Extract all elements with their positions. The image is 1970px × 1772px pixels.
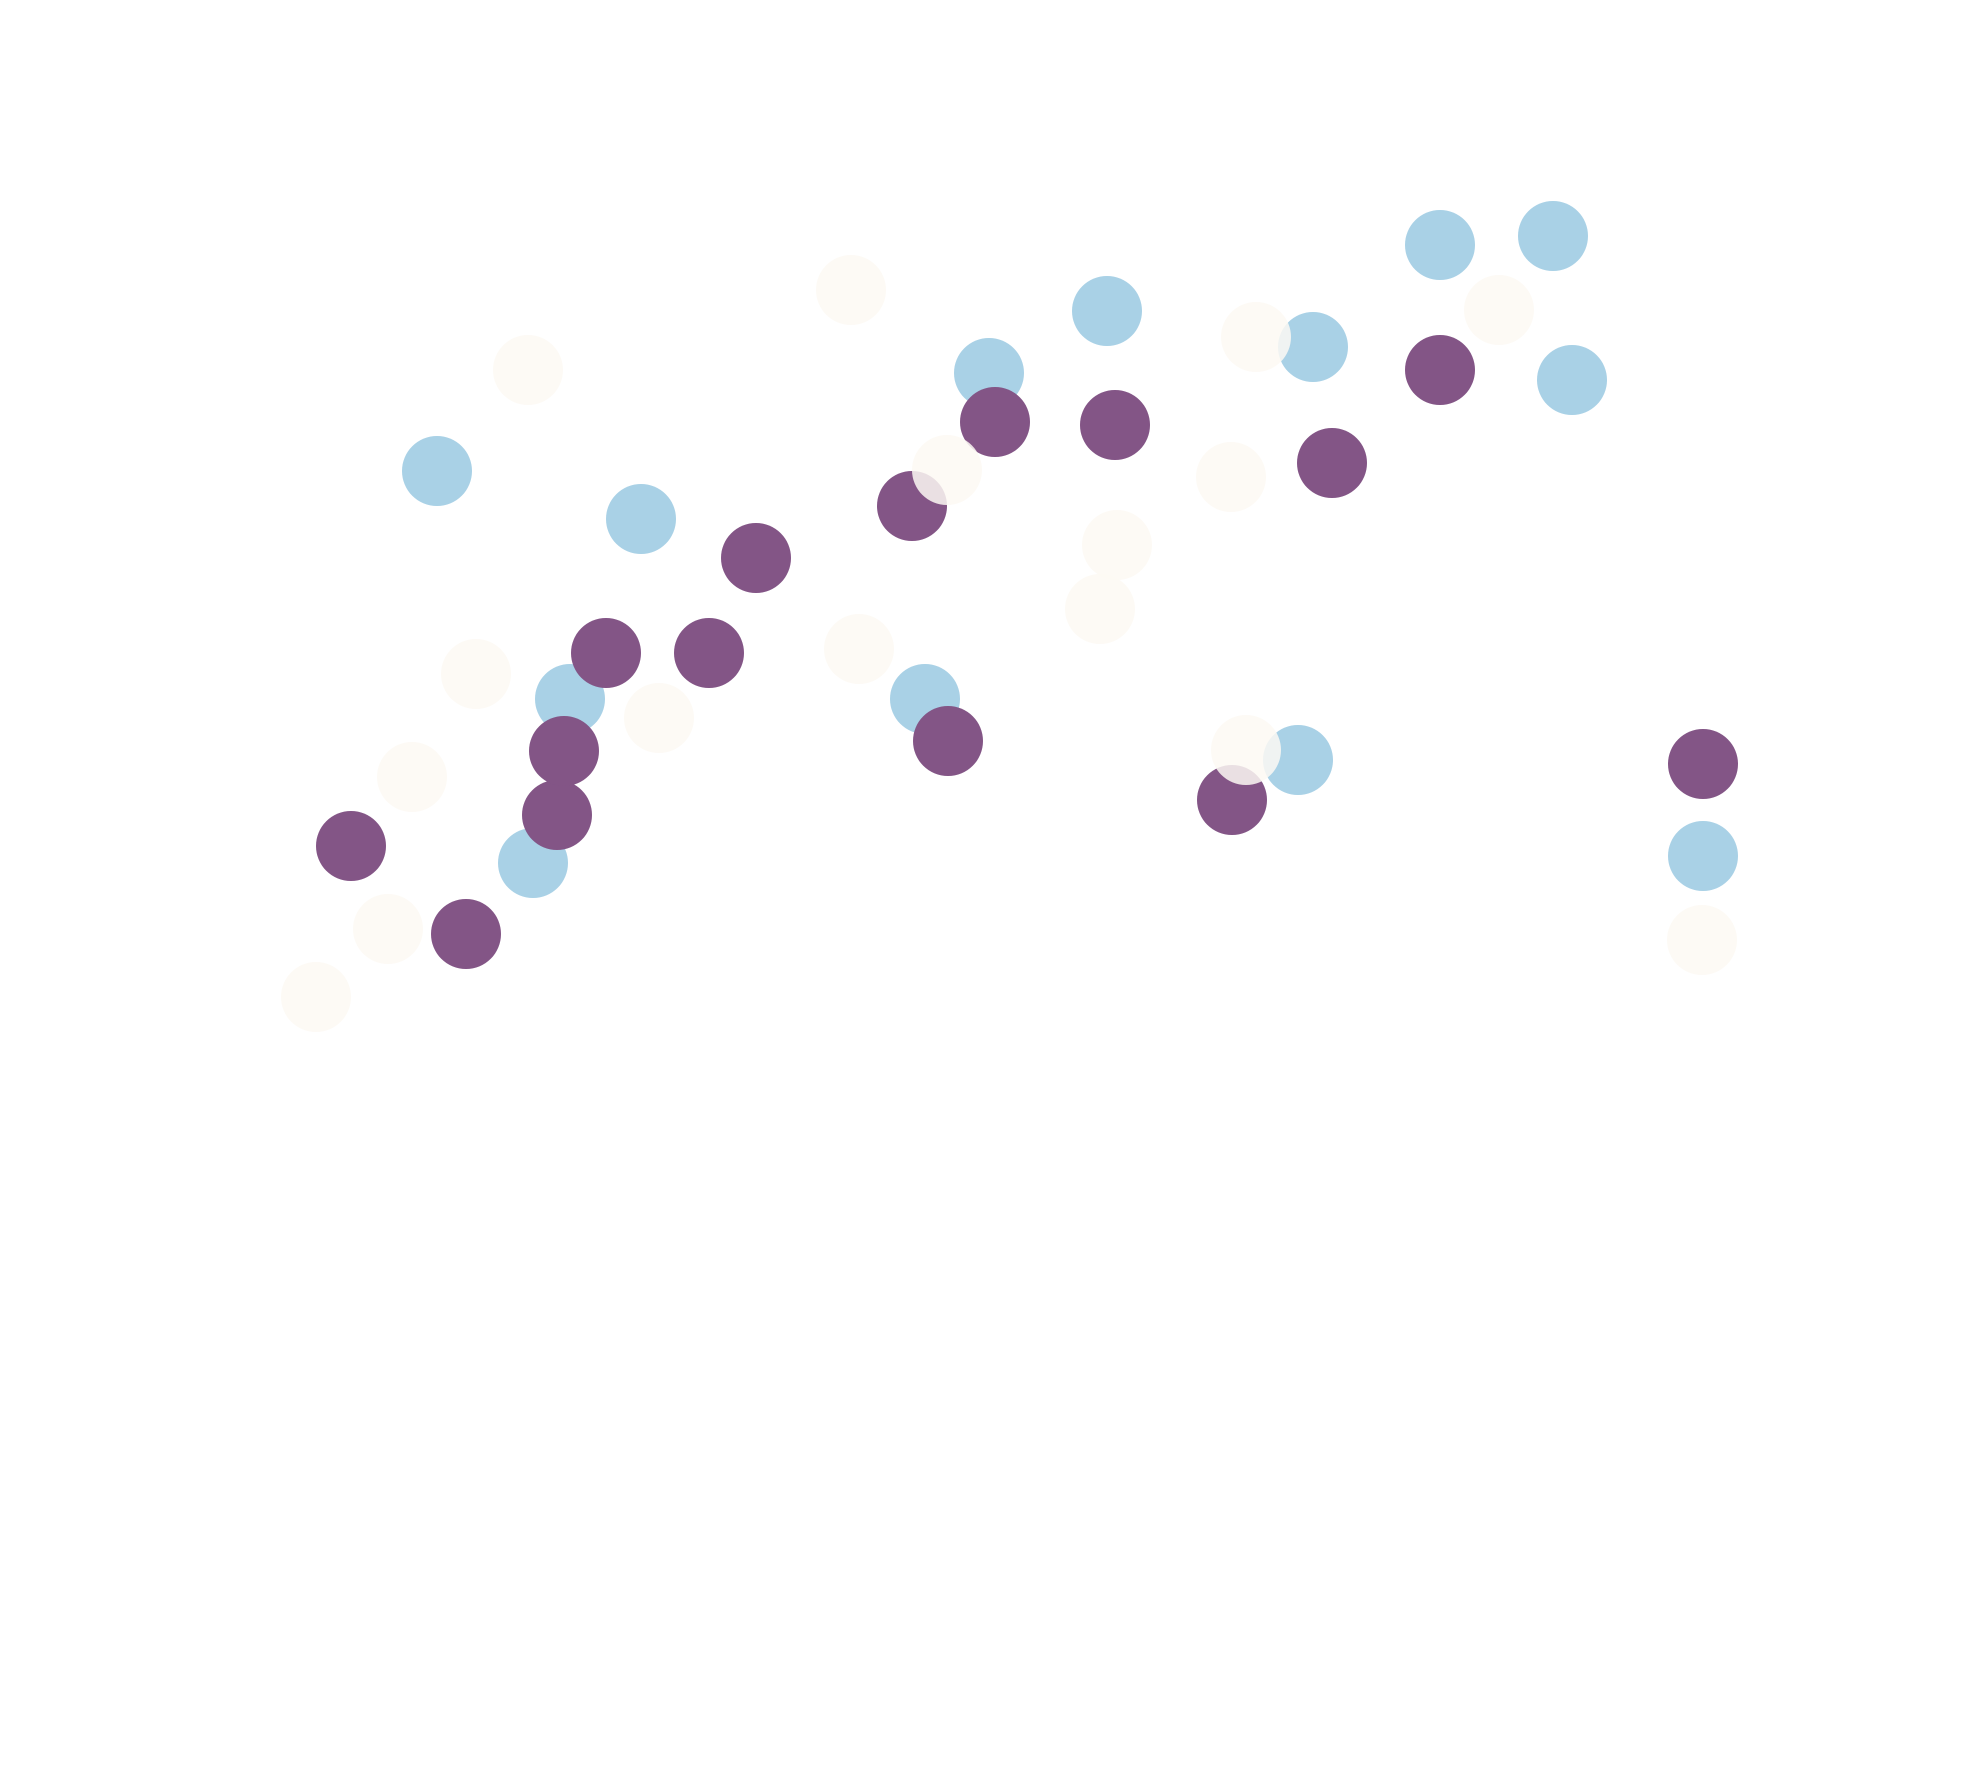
scatter-point — [441, 639, 511, 709]
scatter-point — [1668, 821, 1738, 891]
data-points — [281, 201, 1738, 1032]
scatter-point — [1221, 302, 1291, 372]
scatter-point — [316, 811, 386, 881]
scatter-point — [960, 387, 1030, 457]
scatter-point — [816, 255, 886, 325]
scatter-point — [1072, 276, 1142, 346]
scatter-point — [606, 484, 676, 554]
scatter-point — [1211, 715, 1281, 785]
scatter-point — [353, 894, 423, 964]
scatter-point — [402, 436, 472, 506]
scatter-point — [493, 335, 563, 405]
scatter-point — [912, 435, 982, 505]
scatter-point — [571, 618, 641, 688]
scatter-point — [1065, 574, 1135, 644]
scatter-point — [1668, 729, 1738, 799]
scatter-point — [1196, 442, 1266, 512]
scatter-point — [721, 523, 791, 593]
scatter-point — [1464, 275, 1534, 345]
scatter-point — [281, 962, 351, 1032]
scatter-point — [522, 780, 592, 850]
scatter-point — [1263, 725, 1333, 795]
scatter-point — [824, 614, 894, 684]
scatter-point — [624, 683, 694, 753]
scatter-point — [1082, 510, 1152, 580]
scatter-point — [1405, 335, 1475, 405]
scatter-point — [1278, 312, 1348, 382]
scatter-point — [913, 706, 983, 776]
scatter-point — [1297, 428, 1367, 498]
scatter-point — [1080, 390, 1150, 460]
scatter-point — [674, 618, 744, 688]
scatter-point — [431, 899, 501, 969]
scatter-point — [1537, 345, 1607, 415]
scatter-point — [1405, 210, 1475, 280]
scatter-point — [1667, 905, 1737, 975]
scatter-point — [1518, 201, 1588, 271]
scatter-point — [377, 742, 447, 812]
scatter-point — [529, 716, 599, 786]
